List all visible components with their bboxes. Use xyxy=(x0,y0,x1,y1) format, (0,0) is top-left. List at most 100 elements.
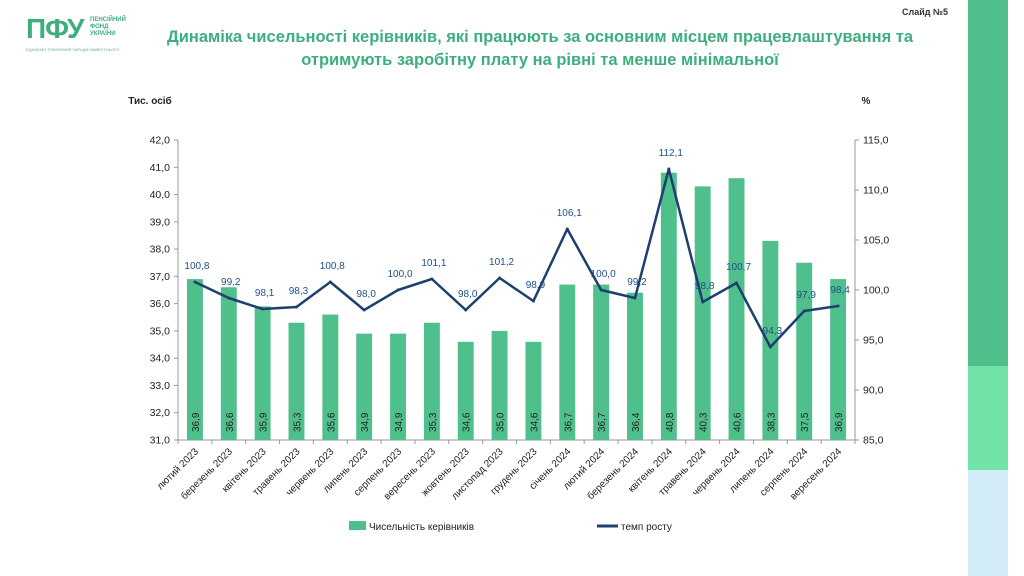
growth-rate-point xyxy=(768,345,772,349)
bar-value-label: 35,0 xyxy=(496,412,507,432)
bar xyxy=(186,279,203,440)
line-value-label: 100,0 xyxy=(591,269,616,280)
slide-number: Слайд №5 xyxy=(901,7,948,17)
bar xyxy=(762,240,779,440)
growth-rate-point xyxy=(430,277,434,281)
line-value-label: 98,0 xyxy=(356,289,376,300)
bar xyxy=(254,306,271,440)
bar-value-label: 34,9 xyxy=(360,412,371,432)
bar xyxy=(322,314,339,440)
bar-value-label: 35,9 xyxy=(259,412,270,432)
bar xyxy=(288,322,305,440)
growth-rate-point xyxy=(294,305,298,309)
line-value-label: 98,0 xyxy=(458,289,478,300)
growth-rate-point xyxy=(498,276,502,280)
side-stripe-bottom xyxy=(968,470,1008,576)
bar-value-label: 38,3 xyxy=(766,412,777,432)
bar xyxy=(728,178,745,440)
y2-tick-label: 105,0 xyxy=(863,235,889,247)
chart: 31,0 32,0 33,0 34,0 35,0 36,0 37,0 38,0 39,0 40,0… xyxy=(128,95,889,533)
bar-value-label: 36,9 xyxy=(191,412,202,432)
bar-value-label: 34,6 xyxy=(462,412,473,432)
bar-value-label: 40,3 xyxy=(699,412,710,432)
side-stripe-middle xyxy=(968,366,1008,470)
logo: ПФУ ПЕНСІЙНИЙ ФОНД УКРАЇНИ ЄДНАЄМО ПОКОЛ… xyxy=(26,14,156,54)
line-value-label: 97,9 xyxy=(796,290,816,301)
page-title: Динаміка чисельності керівників, які пра… xyxy=(166,28,914,69)
line-value-label: 101,2 xyxy=(489,257,514,268)
bar xyxy=(423,322,440,440)
line-value-label: 98,4 xyxy=(830,285,850,296)
y2-tick-label: 115,0 xyxy=(863,135,889,147)
y2-tick-label: 95,0 xyxy=(863,335,884,347)
growth-rate-point xyxy=(735,281,739,285)
growth-rate-point xyxy=(599,288,603,292)
line-value-label: 100,8 xyxy=(320,261,345,272)
y2-axis-title: % xyxy=(862,96,871,107)
bar xyxy=(796,262,813,440)
logo-subtitle: ЄДНАЄМО ПОКОЛІННЯ ЗАРАДИ МАЙБУТНЬОГО xyxy=(26,47,120,52)
bar xyxy=(830,279,847,440)
y-tick-label: 42,0 xyxy=(150,135,171,147)
bar-value-label: 40,6 xyxy=(733,412,744,432)
bar xyxy=(220,287,237,440)
bar xyxy=(390,333,406,440)
line-value-label: 98,1 xyxy=(255,288,275,299)
line-value-label: 100,0 xyxy=(388,269,413,280)
y2-tick-label: 110,0 xyxy=(863,185,889,197)
bar xyxy=(525,341,542,440)
y-tick-label: 41,0 xyxy=(150,162,171,174)
bar-value-label: 36,9 xyxy=(834,412,845,432)
growth-rate-point xyxy=(836,304,840,308)
bar-value-label: 36,7 xyxy=(597,412,608,432)
bar xyxy=(694,186,711,440)
line-value-label: 112,1 xyxy=(659,148,684,159)
bar-value-label: 34,6 xyxy=(529,412,540,432)
line-value-label: 98,3 xyxy=(289,286,309,297)
y-tick-label: 31,0 xyxy=(150,435,171,447)
bar xyxy=(559,284,576,440)
side-stripe-top xyxy=(968,0,1008,366)
y2-tick-label: 85,0 xyxy=(863,435,884,447)
line-value-label: 100,7 xyxy=(726,262,751,273)
growth-rate-point xyxy=(464,308,468,312)
bar-value-label: 34,9 xyxy=(394,412,405,432)
y2-tick-label: 100,0 xyxy=(863,285,889,297)
logo-mark: ПФУ xyxy=(26,13,84,44)
y-tick-label: 40,0 xyxy=(150,189,171,201)
bar-value-label: 37,5 xyxy=(800,412,811,432)
growth-rate-line xyxy=(194,167,839,349)
growth-rate-point xyxy=(193,280,197,284)
growth-rate-point xyxy=(802,309,806,313)
logo-text: ПЕНСІЙНИЙ ФОНД УКРАЇНИ xyxy=(90,17,126,37)
y-tick-label: 32,0 xyxy=(150,407,171,419)
bar-value-label: 36,6 xyxy=(225,412,236,432)
y-tick-label: 33,0 xyxy=(150,380,171,392)
growth-rate-point xyxy=(531,299,535,303)
legend-bar-swatch xyxy=(349,521,366,530)
growth-rate-point xyxy=(328,280,332,284)
bar-value-label: 35,3 xyxy=(292,412,303,432)
growth-rate-point xyxy=(261,307,265,311)
bar-value-label: 35,6 xyxy=(326,412,337,432)
bar xyxy=(627,292,643,440)
y-axis-title: Тис. осіб xyxy=(128,95,172,107)
line-value-label: 98,8 xyxy=(695,281,715,292)
growth-rate-point xyxy=(565,227,569,231)
bar-value-label: 35,3 xyxy=(428,412,439,432)
y2-tick-label: 90,0 xyxy=(863,385,884,397)
growth-rate-point xyxy=(633,296,637,300)
y-tick-label: 39,0 xyxy=(150,216,171,228)
line-value-label: 94,3 xyxy=(763,326,783,337)
line-value-label: 101,1 xyxy=(421,258,446,269)
y-tick-label: 34,0 xyxy=(150,353,171,365)
growth-rate-point xyxy=(701,300,705,304)
y-tick-label: 38,0 xyxy=(150,244,171,256)
growth-rate-point xyxy=(396,288,400,292)
growth-rate-point xyxy=(227,296,231,300)
bar xyxy=(491,330,508,440)
growth-rate-point xyxy=(667,167,671,171)
y-tick-label: 37,0 xyxy=(150,271,171,283)
bar xyxy=(593,284,610,440)
line-value-label: 99,2 xyxy=(627,277,647,288)
